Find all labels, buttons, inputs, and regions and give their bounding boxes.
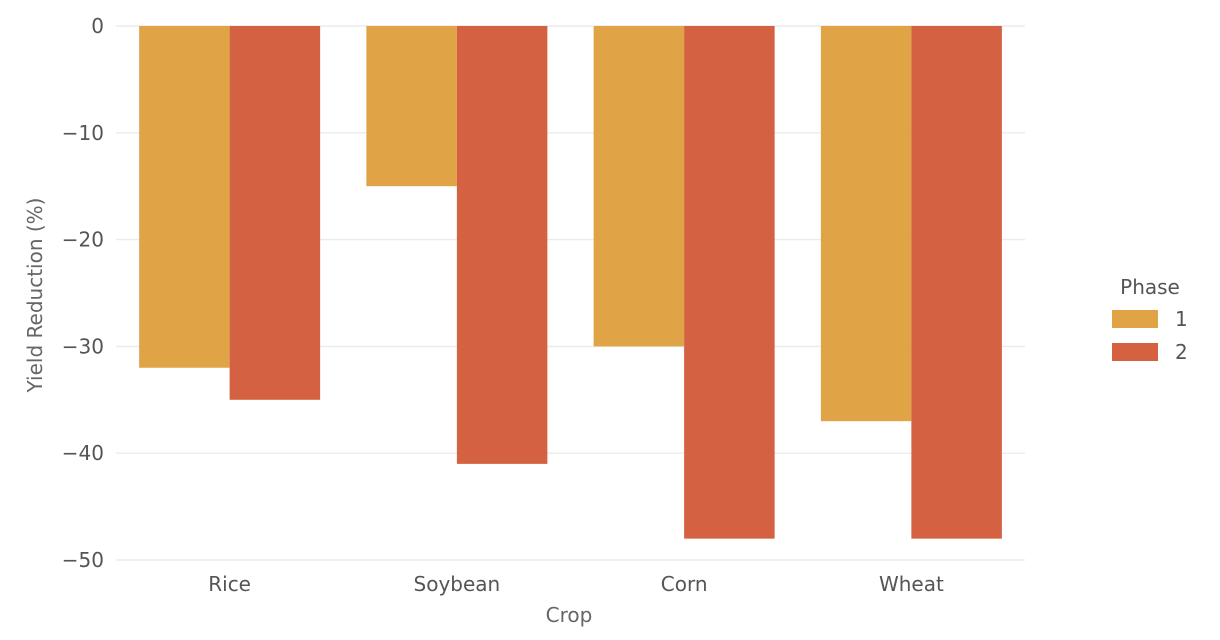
y-tick-label: −10 [62,121,104,145]
x-tick-label: Wheat [879,572,944,596]
y-tick-label: −50 [62,548,104,572]
x-axis-title: Crop [546,603,593,627]
legend: Phase 12 [1112,275,1188,364]
legend-label: 1 [1175,307,1188,331]
x-tick-label: Corn [661,572,708,596]
bars [139,26,1002,539]
bar-wheat-phase-1 [820,26,912,422]
bar-wheat-phase-2 [911,26,1002,539]
legend-swatch [1112,343,1158,361]
y-axis-title: Yield Reduction (%) [23,198,47,394]
bar-corn-phase-1 [593,26,685,347]
legend-title: Phase [1120,275,1180,299]
y-tick-label: −40 [62,441,104,465]
x-axis-ticks: Rice Soybean Corn Wheat [208,572,944,596]
x-tick-label: Rice [208,572,251,596]
x-tick-label: Soybean [414,572,501,596]
y-tick-label: −20 [62,228,104,252]
y-tick-label: −30 [62,334,104,358]
legend-items: 12 [1112,307,1188,364]
bar-rice-phase-2 [229,26,321,400]
legend-label: 2 [1175,340,1188,364]
y-axis-ticks: 0 −10 −20 −30 −40 −50 [62,14,104,572]
y-tick-label: 0 [91,14,104,38]
bar-rice-phase-1 [139,26,230,368]
bar-soybean-phase-2 [456,26,548,464]
bar-soybean-phase-1 [366,26,457,187]
bar-corn-phase-2 [684,26,775,539]
legend-swatch [1112,310,1158,328]
